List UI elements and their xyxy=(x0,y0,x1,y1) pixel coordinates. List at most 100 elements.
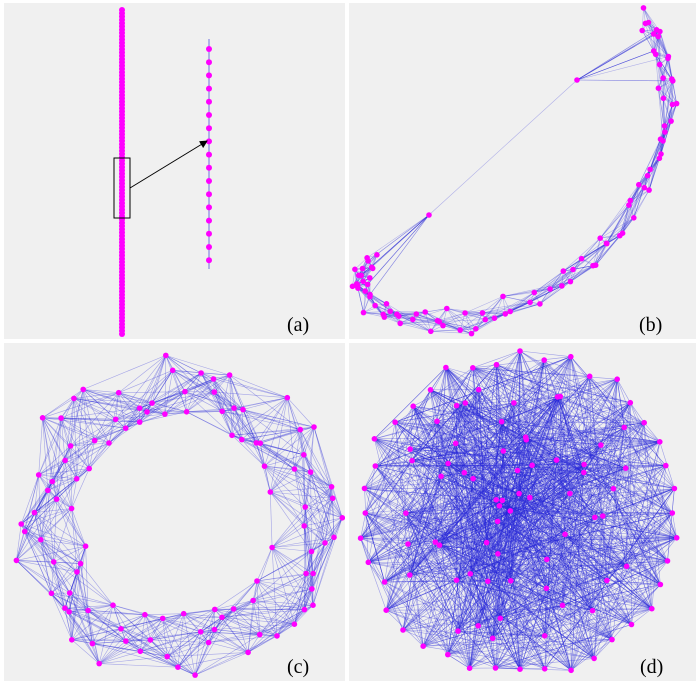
edge xyxy=(487,581,593,611)
edge xyxy=(423,605,563,647)
edge xyxy=(400,321,440,324)
node xyxy=(523,437,530,443)
node xyxy=(663,462,669,469)
edge xyxy=(534,269,574,293)
edge xyxy=(599,204,630,239)
edge xyxy=(70,389,84,446)
edge xyxy=(456,405,668,562)
edge xyxy=(64,607,126,642)
edge xyxy=(229,374,244,410)
edge xyxy=(139,355,167,423)
edge xyxy=(487,464,585,582)
edge xyxy=(83,389,148,413)
edge xyxy=(473,422,645,479)
edge xyxy=(457,450,504,632)
edge xyxy=(365,512,547,589)
edge xyxy=(502,500,661,585)
edge xyxy=(447,463,548,560)
edge xyxy=(570,356,667,466)
edge xyxy=(440,476,572,671)
edge xyxy=(629,402,632,625)
edge xyxy=(374,367,447,440)
edge xyxy=(172,370,202,374)
edge xyxy=(562,493,571,606)
edge xyxy=(53,561,89,611)
node xyxy=(655,85,662,91)
edge xyxy=(470,573,521,670)
edge xyxy=(496,364,631,403)
edge xyxy=(214,391,261,444)
edge xyxy=(214,609,260,635)
edge xyxy=(475,317,495,330)
edge xyxy=(162,618,196,676)
edge xyxy=(470,376,590,574)
edge xyxy=(357,287,385,318)
edge xyxy=(69,563,81,594)
edge xyxy=(256,537,335,582)
node xyxy=(466,665,473,671)
node xyxy=(597,235,603,241)
edge xyxy=(472,367,666,466)
edge xyxy=(375,389,479,467)
edge xyxy=(435,389,479,543)
edge xyxy=(360,396,561,539)
edge xyxy=(496,364,604,517)
edge xyxy=(529,396,561,498)
edge xyxy=(517,459,557,471)
edge xyxy=(374,438,512,582)
edge xyxy=(439,493,571,546)
edge xyxy=(544,488,675,669)
edge xyxy=(83,355,166,390)
edge xyxy=(384,581,470,669)
edge xyxy=(510,464,585,512)
edge xyxy=(448,463,677,539)
edge xyxy=(457,402,466,632)
edge xyxy=(94,411,148,441)
edge xyxy=(360,493,570,539)
edge xyxy=(592,243,607,266)
edge xyxy=(658,88,665,126)
edge xyxy=(177,609,216,668)
edge xyxy=(529,441,660,498)
edge xyxy=(294,588,313,625)
edge xyxy=(472,367,673,514)
edge xyxy=(363,311,391,313)
edge xyxy=(556,460,595,659)
edge xyxy=(294,468,326,544)
edge xyxy=(659,64,673,105)
edge xyxy=(34,512,78,573)
edge xyxy=(660,104,673,155)
edge xyxy=(583,464,614,489)
edge xyxy=(409,439,527,576)
edge xyxy=(144,614,179,668)
edge xyxy=(364,465,376,489)
edge xyxy=(47,440,95,491)
edge xyxy=(626,566,653,609)
edge xyxy=(256,580,312,590)
edge xyxy=(502,427,625,501)
edge xyxy=(303,525,313,589)
node xyxy=(457,327,463,333)
edge xyxy=(365,488,675,514)
edge xyxy=(34,508,72,513)
edge xyxy=(304,506,314,574)
edge xyxy=(436,421,442,477)
edge xyxy=(162,618,209,643)
edge xyxy=(583,472,673,514)
edge xyxy=(464,396,558,473)
edge xyxy=(294,542,326,625)
node xyxy=(309,586,315,592)
edge xyxy=(616,379,631,403)
edge xyxy=(595,243,608,266)
edge xyxy=(464,472,501,619)
edge xyxy=(570,356,667,466)
edge xyxy=(222,411,301,430)
edge xyxy=(165,355,202,374)
edge xyxy=(501,421,632,625)
edge xyxy=(368,562,627,567)
edge xyxy=(276,588,313,637)
edge xyxy=(525,437,547,589)
edge xyxy=(294,609,305,625)
node xyxy=(574,77,580,83)
edge xyxy=(51,593,66,609)
